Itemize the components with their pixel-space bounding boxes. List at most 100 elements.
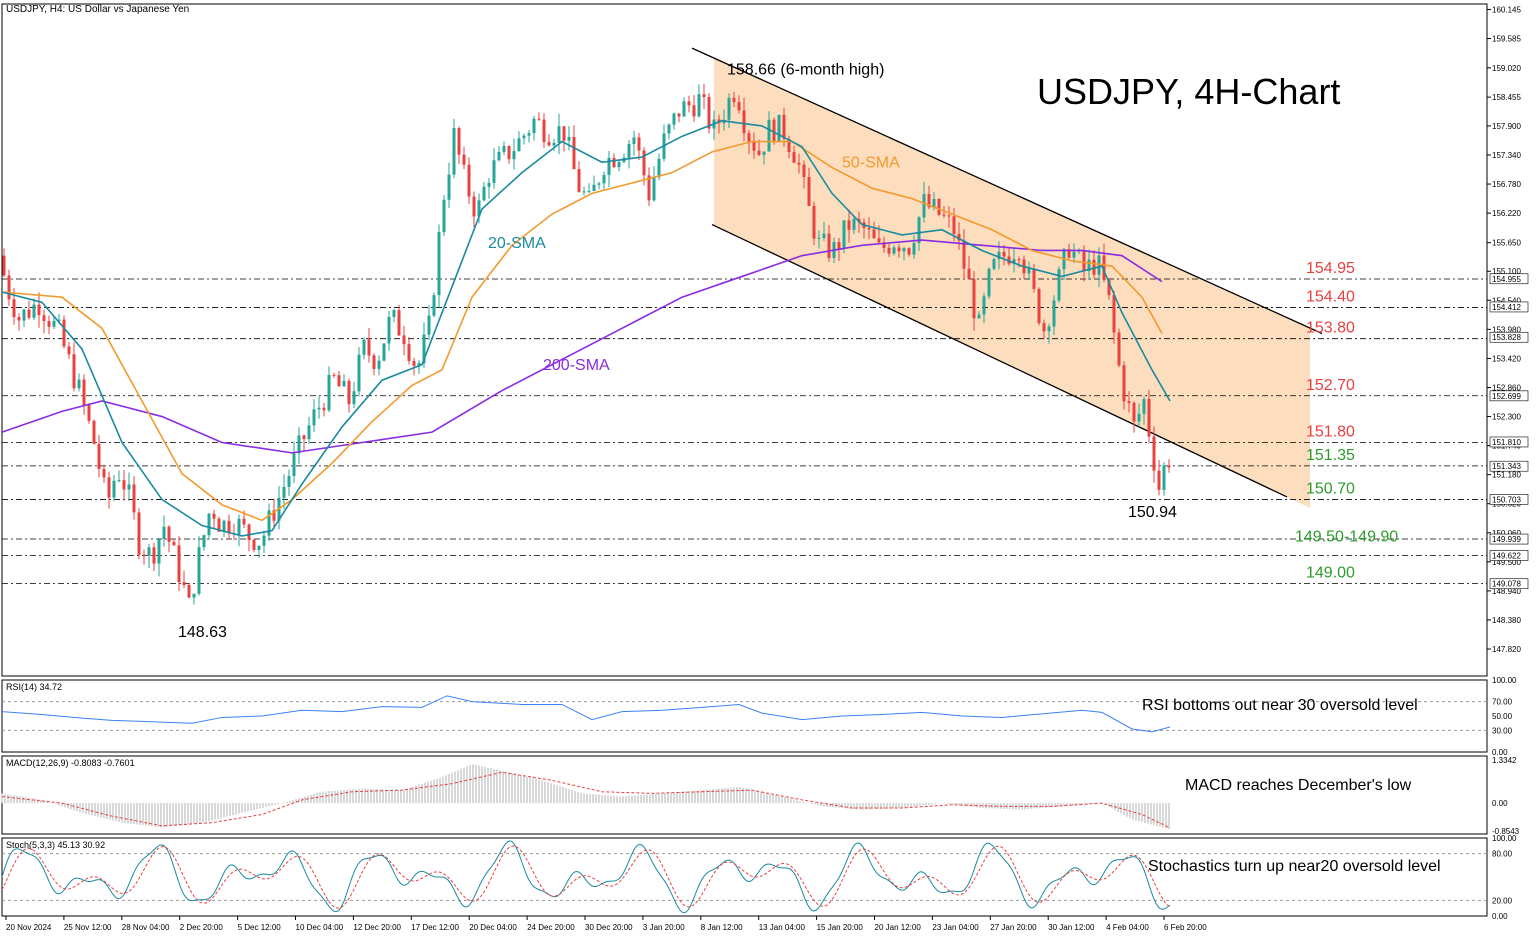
candle-body [1057, 269, 1061, 301]
time-tick-label: 5 Dec 12:00 [238, 923, 282, 932]
candle-body [1087, 259, 1091, 271]
candle-body [947, 215, 951, 217]
candle-body [642, 150, 646, 176]
candle-body [92, 420, 96, 444]
candle-body [727, 97, 731, 120]
candle-body [967, 268, 971, 280]
high-annotation: 158.66 (6-month high) [727, 62, 884, 79]
panel-frame [1, 755, 1488, 835]
price-tick-label: 152.860 [1492, 383, 1521, 392]
price-tick-label: 156.780 [1492, 180, 1521, 189]
candle-body [27, 309, 31, 318]
candle-body [647, 175, 651, 201]
candle-body [1152, 436, 1156, 471]
candle-body [22, 309, 26, 321]
sma50-label: 50-SMA [842, 154, 900, 171]
price-tick-label: 148.940 [1492, 587, 1521, 596]
candle-body [872, 229, 876, 239]
candle-body [592, 184, 596, 191]
level-tag-box [1489, 494, 1529, 505]
macd-panel[interactable]: MACD(12,26,9) -0.8083 -0.7601 1.3342 0.00 -… [1, 755, 1520, 836]
candle-body [72, 354, 76, 389]
candle-body [332, 374, 336, 376]
level-tag-box [1489, 460, 1529, 472]
level-label: 154.40 [1306, 289, 1355, 306]
candle-body [152, 547, 156, 564]
level-tag-box [1489, 301, 1529, 313]
candle-body [782, 114, 786, 139]
price-tick-label: 159.020 [1492, 64, 1521, 73]
price-tick-label: 155.650 [1492, 239, 1521, 248]
panel-frame [1, 3, 1488, 677]
candle-body [977, 314, 981, 319]
latest-low-annotation: 150.94 [1128, 504, 1177, 521]
level-tag: 149.622 [1492, 552, 1521, 561]
price-tick-label: 156.220 [1492, 209, 1521, 218]
level-label: 152.70 [1306, 377, 1355, 394]
sma200-line [1, 239, 1163, 454]
level-tag: 149.078 [1492, 580, 1521, 589]
candle-body [677, 113, 681, 117]
candle-body [392, 310, 396, 317]
candle-body [42, 315, 46, 321]
candle-body [842, 220, 846, 249]
stochastic-panel[interactable]: Stoch(5,3,3) 45.13 30.92 100.00 80.00 20.00… [1, 834, 1517, 921]
candle-body [162, 526, 166, 540]
candle-body [597, 183, 601, 185]
candle-body [7, 275, 11, 300]
candle-body [82, 379, 86, 405]
rsi-tick-label: 0.00 [1492, 748, 1508, 757]
candle-body [1017, 259, 1021, 261]
candle-body [777, 114, 781, 141]
candle-body [252, 539, 256, 550]
channel-lower-line [711, 223, 1288, 498]
candle-body [992, 259, 996, 269]
candle-body [797, 162, 801, 165]
candle-body [317, 407, 321, 410]
time-tick-label: 10 Dec 04:00 [296, 923, 344, 932]
time-tick-label: 20 Nov 2024 [6, 923, 52, 932]
candle-body [97, 443, 101, 469]
level-tag: 151.343 [1492, 462, 1521, 471]
candle-body [607, 157, 611, 175]
candle-body [702, 94, 706, 98]
candle-body [417, 363, 421, 366]
price-tick-label: 152.300 [1492, 413, 1521, 422]
candle-body [527, 133, 531, 136]
time-tick-label: 30 Dec 20:00 [585, 923, 633, 932]
rsi-panel[interactable]: RSI(14) 34.72 100.00 70.00 50.00 30.00 0.00 RS… [1, 676, 1517, 757]
level-tag: 150.703 [1492, 495, 1521, 504]
candle-body [787, 138, 791, 152]
candle-body [692, 105, 696, 117]
candle-body [1047, 326, 1051, 332]
stoch-d-line [1, 845, 1171, 909]
price-tick-label: 158.455 [1492, 93, 1521, 102]
candle-body [687, 101, 691, 106]
level-tag-box [1489, 533, 1529, 545]
candle-body [1117, 332, 1121, 366]
candle-body [827, 233, 831, 259]
candle-body [217, 518, 221, 532]
candle-body [737, 102, 741, 111]
candle-body [867, 227, 871, 230]
candle-body [567, 136, 571, 141]
candle-body [187, 585, 191, 598]
price-panel[interactable]: 160.145 159.585 159.020 158.455 157.900 157.3… [1, 3, 1529, 677]
candle-body [887, 247, 891, 254]
candle-body [817, 237, 821, 239]
candle-body [342, 380, 346, 387]
panel-frame [1, 679, 1488, 753]
candle-body [112, 480, 116, 498]
candle-body [1142, 399, 1146, 414]
candle-body [122, 480, 126, 490]
candle-body [542, 119, 546, 142]
candle-body [442, 199, 446, 232]
candle-body [67, 346, 71, 355]
candle-body [517, 138, 521, 152]
candle-body [502, 145, 506, 152]
rsi-title: RSI(14) 34.72 [6, 682, 62, 692]
candle-body [407, 344, 411, 361]
candle-body [917, 217, 921, 244]
candle-body [892, 247, 896, 254]
